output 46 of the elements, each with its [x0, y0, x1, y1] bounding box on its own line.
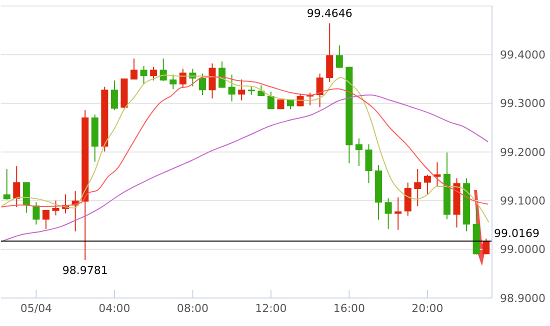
- candlestick: [32, 202, 40, 226]
- candlestick: [394, 196, 402, 230]
- x-tick-label: 16:00: [333, 302, 366, 315]
- y-tick-label: 99.4000: [500, 48, 546, 62]
- candlestick: [365, 144, 372, 184]
- candlestick: [42, 209, 50, 230]
- candlestick: [130, 58, 138, 80]
- candlestick: [52, 200, 60, 216]
- candlestick: [208, 62, 216, 99]
- candlestick: [296, 93, 304, 107]
- candlestick: [198, 73, 206, 96]
- candlestick: [434, 162, 441, 188]
- candlestick: [228, 74, 236, 102]
- candlestick: [179, 68, 186, 88]
- candlestick: [267, 91, 274, 110]
- y-tick-label: 99.2000: [500, 146, 546, 159]
- annotation: 98.9781: [62, 264, 108, 277]
- x-tick-label: 04:00: [98, 302, 130, 315]
- candlestick: [170, 74, 177, 90]
- candlestick: [218, 60, 226, 88]
- candlestick: [355, 138, 362, 167]
- candlestick: [150, 66, 158, 81]
- y-tick-label: 99.0000: [500, 243, 546, 256]
- candlestick: [414, 168, 422, 207]
- candlestick: [336, 44, 343, 68]
- annotation: 99.4646: [306, 7, 352, 20]
- candlestick: [424, 174, 431, 196]
- ref-line-label: 99.0169: [494, 227, 540, 240]
- candlestick: [316, 73, 324, 108]
- candlestick: [404, 182, 412, 216]
- candlestick: [22, 182, 30, 214]
- candlestick: [384, 198, 392, 230]
- x-tick-label: 12:00: [255, 302, 287, 315]
- candlestick: [326, 22, 334, 82]
- x-tick-label: 05/04: [20, 302, 52, 315]
- candlestick: [110, 80, 118, 111]
- candlestick: [3, 168, 10, 200]
- y-tick-label: 99.3000: [500, 97, 546, 110]
- y-tick-label: 99.1000: [500, 194, 546, 208]
- candlestick: [238, 78, 246, 101]
- x-tick-label: 08:00: [176, 302, 209, 315]
- candlestick: [140, 65, 148, 85]
- candlestick: [13, 166, 20, 208]
- x-tick-label: 20:00: [412, 302, 444, 315]
- y-tick-label: 98.9000: [500, 292, 546, 305]
- candlestick: [482, 238, 490, 255]
